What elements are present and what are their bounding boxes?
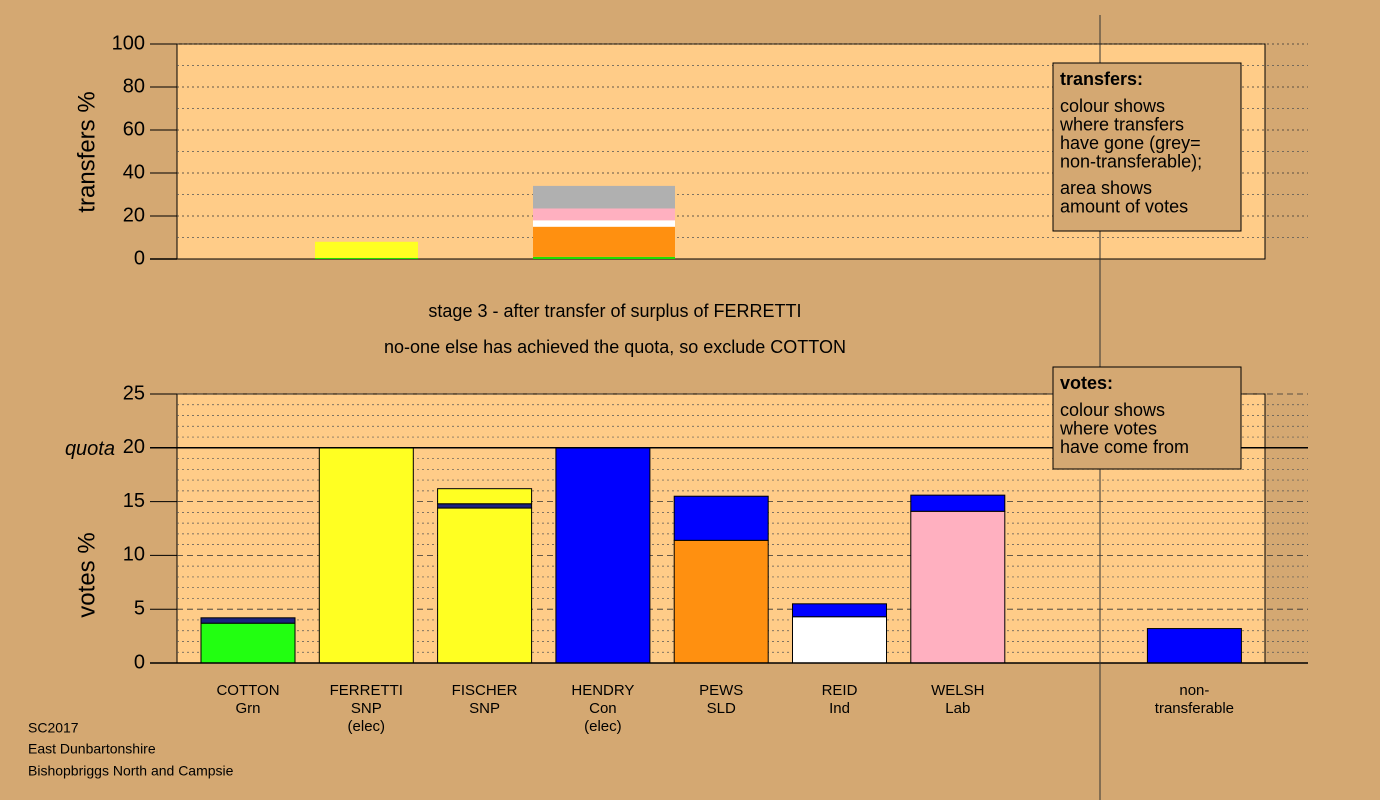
bar-segment bbox=[673, 495, 769, 541]
bar-segment bbox=[315, 257, 418, 259]
y-tick-label: 80 bbox=[123, 75, 145, 97]
y-tick-label: 25 bbox=[123, 382, 145, 404]
x-tick-label: WELSH bbox=[931, 682, 984, 699]
footer: East Dunbartonshire bbox=[28, 741, 156, 757]
y-tick-label: 20 bbox=[123, 204, 145, 226]
legend-text: amount of votes bbox=[1060, 196, 1188, 216]
bar-segment bbox=[437, 488, 533, 505]
y-axis-label: transfers % bbox=[73, 91, 100, 212]
y-tick-label: 40 bbox=[123, 161, 145, 183]
bar-segment bbox=[533, 226, 675, 257]
x-tick-label: SNP bbox=[351, 700, 382, 717]
legend-title: votes: bbox=[1060, 373, 1113, 393]
x-tick-label: FERRETTI bbox=[330, 682, 403, 699]
y-tick-label: 20 bbox=[123, 436, 145, 458]
bar-segment bbox=[673, 539, 769, 664]
legend-box bbox=[1052, 62, 1242, 232]
x-tick-label: PEWS bbox=[699, 682, 743, 699]
footer: SC2017 bbox=[28, 720, 79, 736]
bar-segment bbox=[318, 447, 414, 664]
x-tick-label: REID bbox=[822, 682, 858, 699]
x-tick-label: (elec) bbox=[584, 718, 622, 735]
bar-segment bbox=[200, 622, 296, 664]
quota-label: quota bbox=[65, 438, 115, 460]
y-tick-label: 100 bbox=[112, 32, 145, 54]
bar-segment bbox=[533, 256, 675, 259]
bar-segment bbox=[910, 494, 1006, 512]
x-tick-label: Grn bbox=[235, 700, 260, 717]
bar-segment bbox=[437, 507, 533, 664]
x-tick-label: FISCHER bbox=[452, 682, 518, 699]
bar-segment bbox=[533, 185, 675, 209]
y-tick-label: 60 bbox=[123, 118, 145, 140]
bar-segment bbox=[437, 503, 533, 509]
x-tick-label: COTTON bbox=[216, 682, 279, 699]
bar-segment bbox=[533, 220, 675, 227]
legend-title: transfers: bbox=[1060, 69, 1143, 89]
bar-segment bbox=[533, 208, 675, 221]
y-tick-label: 10 bbox=[123, 544, 145, 566]
y-tick-label: 0 bbox=[134, 247, 145, 269]
footer: Bishopbriggs North and Campsie bbox=[28, 763, 234, 779]
y-tick-label: 15 bbox=[123, 490, 145, 512]
bar-segment bbox=[200, 617, 296, 624]
x-tick-label: non- bbox=[1179, 682, 1209, 699]
legend-box bbox=[1052, 366, 1242, 470]
legend-text: non-transferable); bbox=[1060, 151, 1202, 171]
legend-text: colour shows bbox=[1060, 96, 1165, 116]
legend-text: have gone (grey= bbox=[1060, 133, 1201, 153]
x-tick-label: transferable bbox=[1155, 700, 1234, 717]
legend-text: where votes bbox=[1059, 418, 1157, 438]
x-tick-label: Con bbox=[589, 700, 617, 717]
x-tick-label: Lab bbox=[945, 700, 970, 717]
bar-segment bbox=[910, 510, 1006, 664]
legend-text: area shows bbox=[1060, 178, 1152, 198]
x-tick-label: (elec) bbox=[348, 718, 386, 735]
note: no-one else has achieved the quota, so e… bbox=[384, 337, 846, 357]
bar-segment bbox=[555, 447, 651, 664]
y-tick-label: 5 bbox=[134, 597, 145, 619]
x-tick-label: HENDRY bbox=[571, 682, 634, 699]
legend-text: where transfers bbox=[1059, 114, 1184, 134]
legend-text: colour shows bbox=[1060, 400, 1165, 420]
bar-segment bbox=[315, 241, 418, 258]
legend-text: have come from bbox=[1060, 437, 1189, 457]
x-tick-label: SLD bbox=[707, 700, 736, 717]
bar-segment bbox=[792, 616, 887, 664]
y-axis-label: votes % bbox=[73, 532, 100, 617]
note: stage 3 - after transfer of surplus of F… bbox=[428, 301, 801, 321]
y-tick-label: 0 bbox=[134, 651, 145, 673]
bar-segment bbox=[792, 603, 887, 618]
x-tick-label: SNP bbox=[469, 700, 500, 717]
x-tick-label: Ind bbox=[829, 700, 850, 717]
bar-segment bbox=[1146, 628, 1242, 664]
